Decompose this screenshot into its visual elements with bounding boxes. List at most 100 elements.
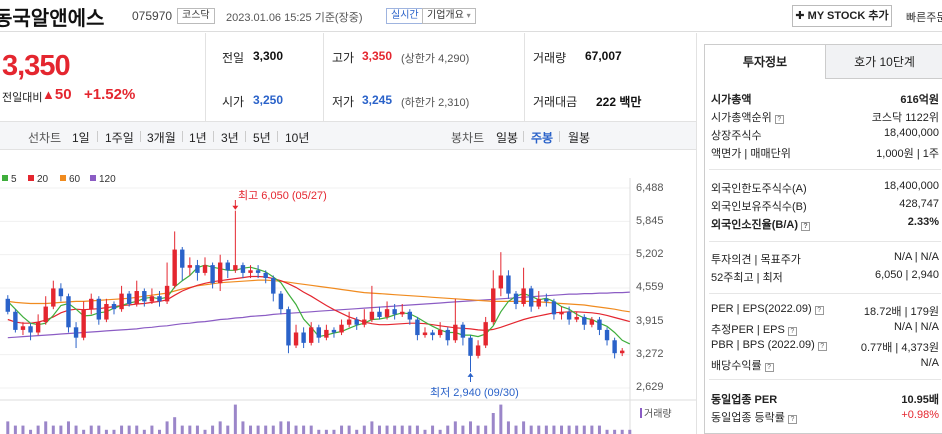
volume-bar <box>127 425 131 434</box>
candle-body <box>126 293 132 304</box>
period-bar: 선차트 1일 1주일 3개월 1년 3년 5년 10년 봉차트 일봉 주봉 월봉 <box>0 121 696 150</box>
candle-body <box>217 262 223 284</box>
help-icon[interactable]: ? <box>817 342 827 351</box>
volume-bar <box>514 425 518 434</box>
info-value: N/A | N/A <box>893 251 939 263</box>
period-5y[interactable]: 5년 <box>253 131 271 145</box>
volume-bar <box>438 429 442 434</box>
volume-bar <box>506 421 510 434</box>
chevron-down-icon: ▾ <box>466 11 471 20</box>
candle-body <box>233 265 238 271</box>
period-1d[interactable]: 1일 <box>72 131 90 145</box>
high-arrow-head <box>232 205 239 210</box>
candle-body <box>604 329 610 341</box>
candle-body <box>551 301 557 315</box>
low-annotation: 최저 2,940 (09/30) <box>430 387 519 399</box>
volume-bar <box>431 425 435 434</box>
help-icon[interactable]: ? <box>764 363 774 372</box>
candle-body <box>400 311 405 315</box>
volume-bar <box>150 425 154 434</box>
my-stock-add-button[interactable]: ✚ MY STOCK 추가 <box>792 5 892 27</box>
volume-bar <box>484 425 488 434</box>
candle-body <box>597 319 602 330</box>
volume-bar <box>370 421 374 434</box>
volume-bar <box>302 425 306 434</box>
candle-body <box>309 327 314 343</box>
candle-body <box>51 288 56 307</box>
quick-order-link[interactable]: 빠른주문 <box>906 12 942 24</box>
info-label: 시가총액순위? <box>711 109 784 125</box>
volume-bar <box>476 425 480 434</box>
volume-bar <box>522 421 526 434</box>
legend-swatch <box>2 175 8 181</box>
company-info-dropdown[interactable]: 기업개요 ▾ <box>422 8 476 24</box>
candle-body <box>301 332 306 343</box>
change-label: 전일대비 <box>2 92 43 104</box>
panel-divider <box>709 293 941 294</box>
candle-body <box>195 265 200 273</box>
volume-bar <box>279 421 283 434</box>
candle-body <box>506 275 511 294</box>
volume-axis-label: 거래량 <box>640 405 672 420</box>
period-1y[interactable]: 1년 <box>189 131 207 145</box>
volume-bar <box>51 425 55 434</box>
y-tick: 3,915 <box>636 315 664 327</box>
info-label: PER | EPS(2022.09)? <box>711 303 824 315</box>
amount-value: 222 백만 <box>596 95 642 109</box>
volume-bar <box>347 425 351 434</box>
plus-icon: ✚ <box>795 10 805 22</box>
info-label: 추정PER | EPS? <box>711 321 797 337</box>
volume-bar <box>309 425 313 434</box>
tab-orderbook[interactable]: 호가 10단계 <box>825 45 942 79</box>
lower-limit: (하한가 2,310) <box>401 97 470 109</box>
volume-bar <box>423 429 427 434</box>
upper-limit: (상한가 4,290) <box>401 53 470 65</box>
tab-investment-info[interactable]: 투자정보 <box>705 45 825 79</box>
volume-bar <box>362 425 366 434</box>
candle-body <box>180 249 185 268</box>
candle-body <box>559 311 564 315</box>
candle-body <box>362 319 367 325</box>
candle-body <box>187 265 193 268</box>
realtime-badge[interactable]: 실시간 <box>386 8 424 24</box>
help-icon[interactable]: ? <box>787 415 797 424</box>
period-10y[interactable]: 10년 <box>285 131 310 145</box>
info-row: 추정PER | EPS? N/A | N/A <box>709 321 941 337</box>
period-3y[interactable]: 3년 <box>221 131 239 145</box>
volume-bar <box>499 404 503 434</box>
volume-bar <box>560 425 564 434</box>
candle-body <box>453 324 458 341</box>
help-icon[interactable]: ? <box>801 222 810 231</box>
info-value: 616억원 <box>900 94 939 106</box>
candle-body <box>582 316 587 325</box>
volume-bar <box>158 429 161 434</box>
info-row: PBR | BPS (2022.09)? 0.77배 | 4,373원 <box>709 339 941 355</box>
info-row: 외국인소진율(B/A)? 2.33% <box>709 216 941 232</box>
help-icon[interactable]: ? <box>787 327 797 336</box>
candle-monthly[interactable]: 월봉 <box>568 131 591 145</box>
legend-ma120: 120 <box>90 174 116 185</box>
period-3m[interactable]: 3개월 <box>147 131 176 145</box>
volume-bar <box>264 425 268 434</box>
volume-bar <box>44 421 48 434</box>
info-row: 투자의견 | 목표주가 N/A | N/A <box>709 251 941 267</box>
volume-bar <box>575 425 579 434</box>
stock-code: 075970 <box>132 9 173 23</box>
period-1w[interactable]: 1주일 <box>105 131 134 145</box>
amount-label: 거래대금 <box>533 95 578 109</box>
candle-body <box>377 311 382 317</box>
volume-bar <box>188 425 192 434</box>
price-chart[interactable] <box>0 168 696 434</box>
change-percent: +1.52% <box>84 86 136 103</box>
candle-daily[interactable]: 일봉 <box>496 131 519 145</box>
y-tick: 4,559 <box>636 281 664 293</box>
candle-weekly[interactable]: 주봉 <box>531 131 554 145</box>
candle-body <box>149 296 155 302</box>
candle-body <box>89 298 94 310</box>
candle-body <box>172 249 177 286</box>
help-icon[interactable]: ? <box>774 115 784 124</box>
candle-body <box>316 327 321 338</box>
volume-bar <box>446 425 450 434</box>
volume-label: 거래량 <box>533 51 567 65</box>
help-icon[interactable]: ? <box>814 306 824 315</box>
